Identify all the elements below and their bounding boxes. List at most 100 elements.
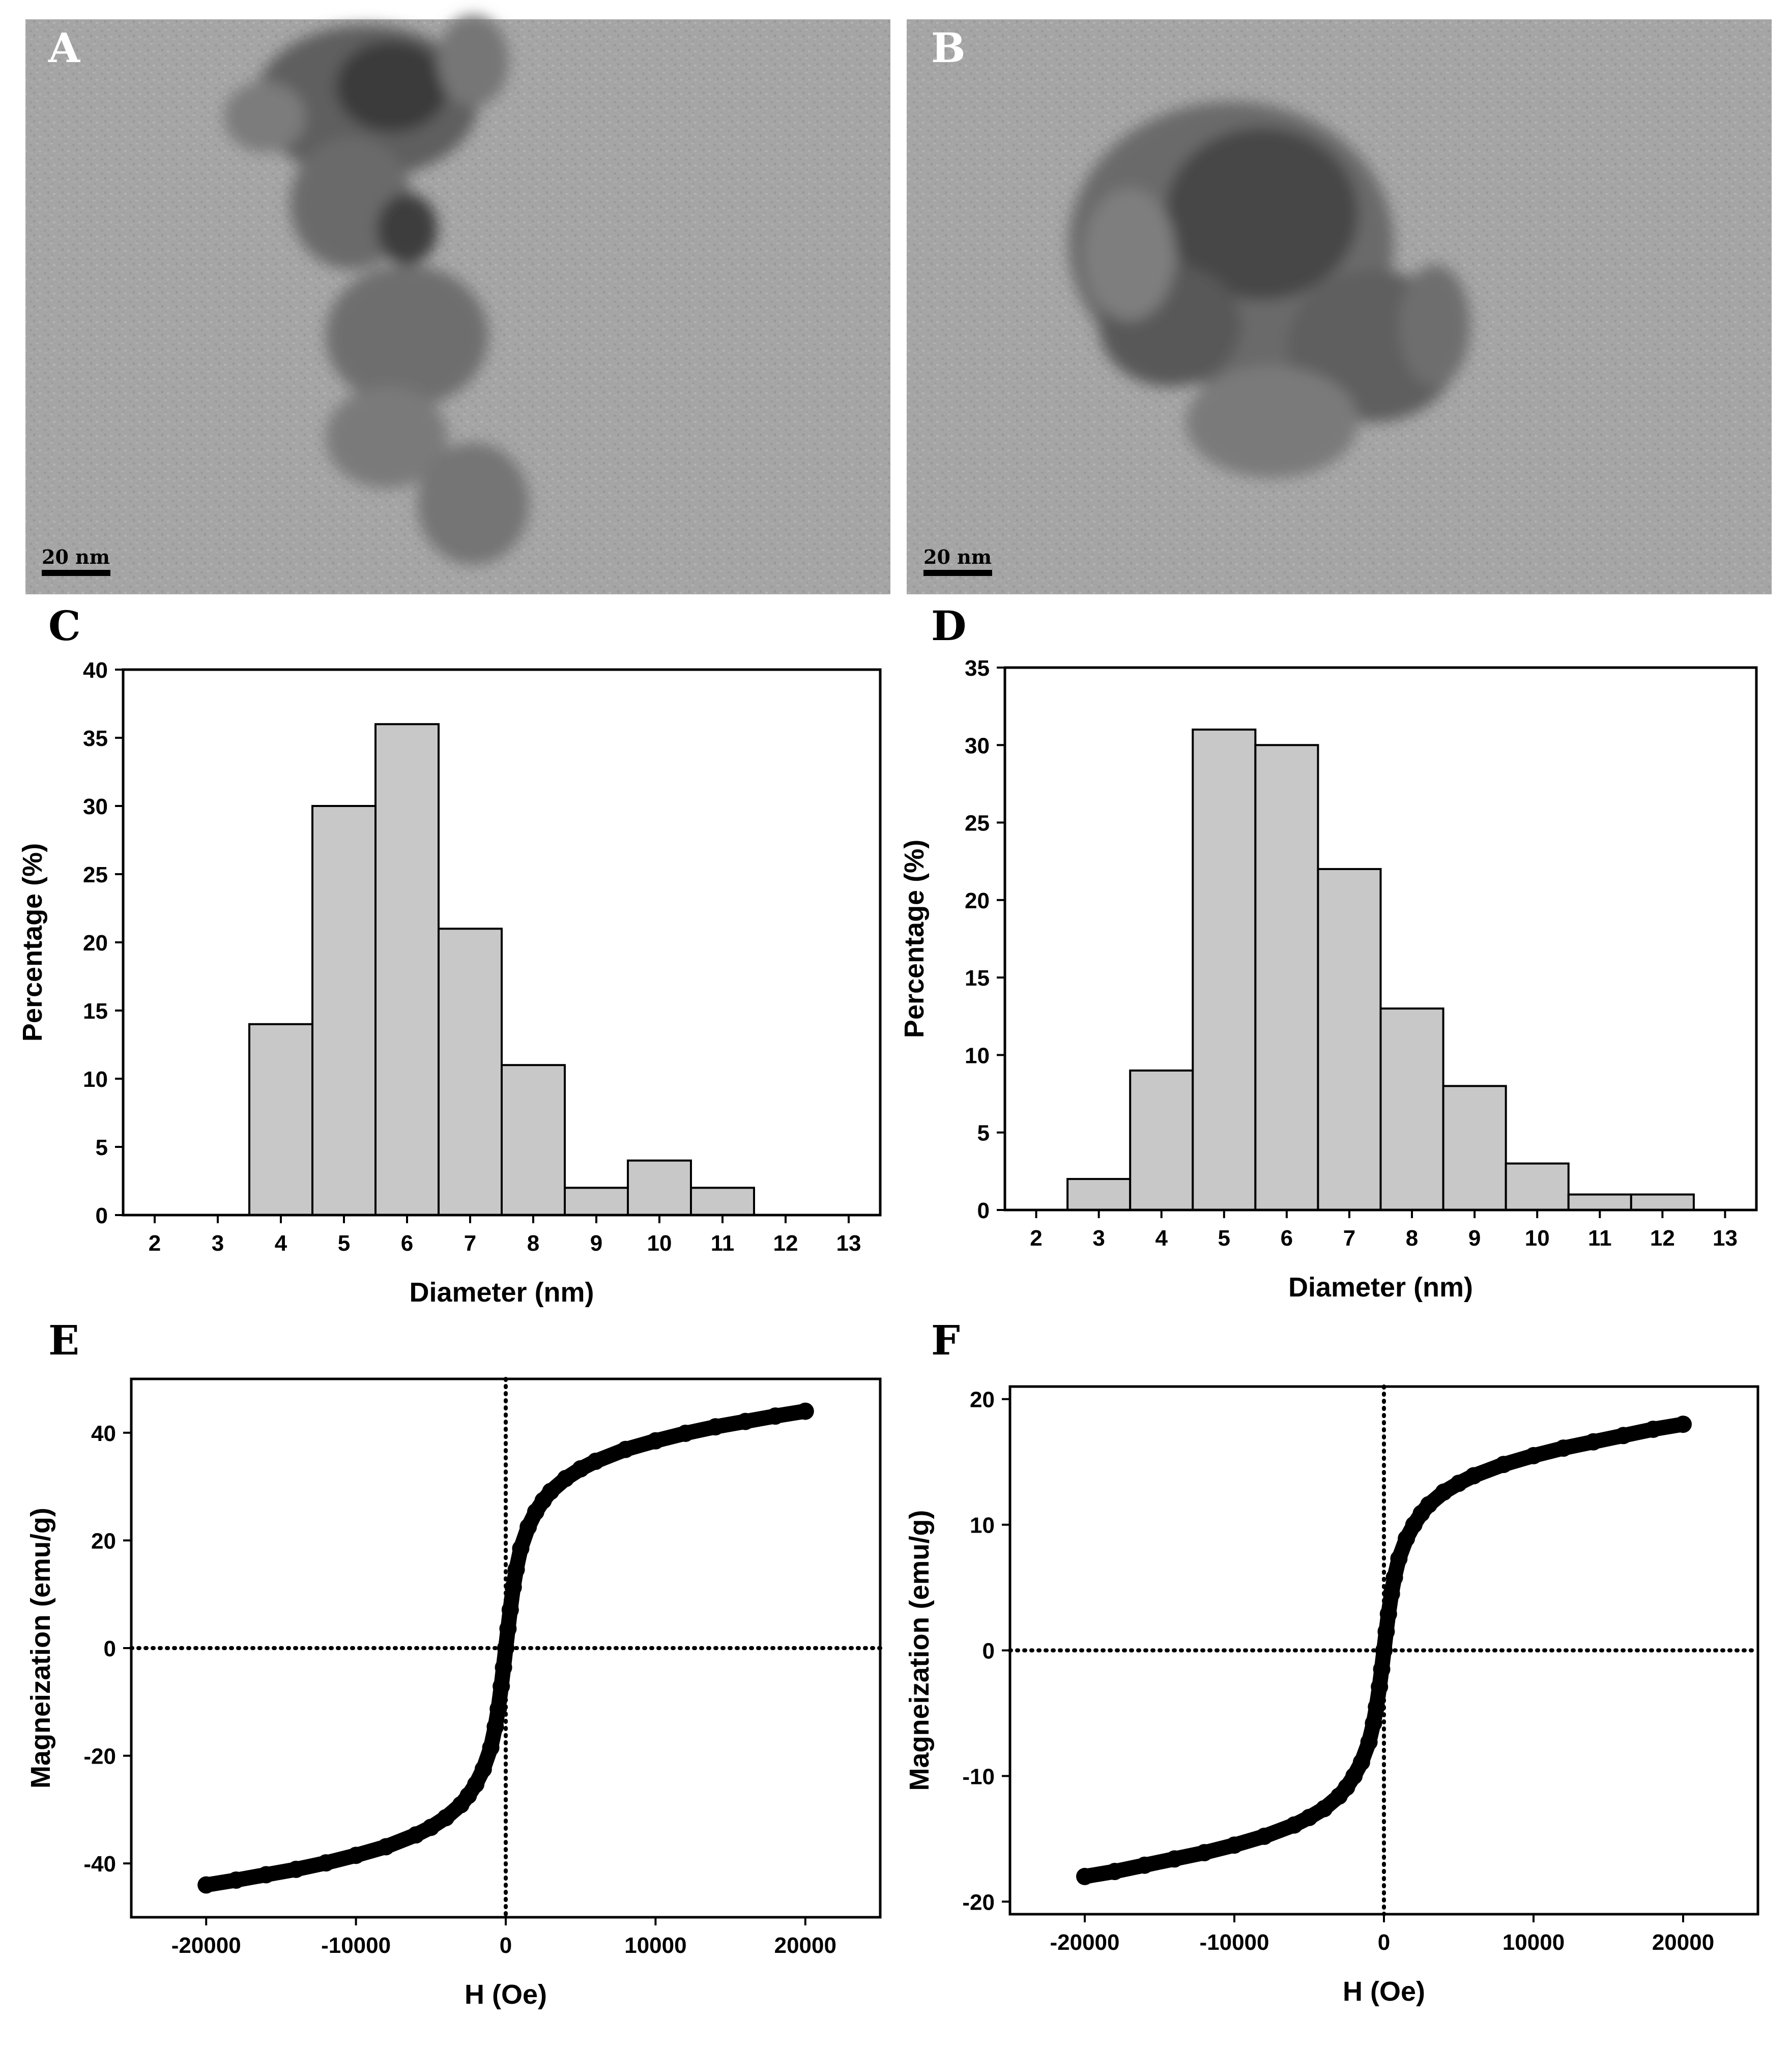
histogram-bar [1505,1162,1570,1212]
x-tick-label: 20000 [1652,1930,1714,1955]
y-tick-label: 15 [83,999,108,1024]
x-tick-label: 6 [1281,1226,1293,1251]
data-point [1674,1416,1692,1433]
y-axis-label: Percentage (%) [899,840,930,1038]
data-point [1345,1767,1363,1785]
x-tick-label: 9 [590,1231,602,1256]
x-tick-label: -20000 [171,1933,241,1958]
data-point [1375,1641,1393,1659]
x-tick-label: 12 [773,1231,798,1256]
x-tick-label: 7 [1343,1226,1355,1251]
data-point [1315,1800,1333,1818]
histogram-bar [501,1064,566,1216]
histogram-d: D 2 3 4 5 6 7 8 9 10 11 12 13 0 5 10 15 20 25 30 35 Diameter … [899,602,1758,1303]
data-point [1373,1660,1391,1678]
histogram-bar [438,928,503,1216]
y-tick-label: 0 [96,1203,108,1228]
x-axis-label: Diameter (nm) [1288,1272,1473,1303]
y-tick-label: 40 [83,658,108,683]
data-point [1360,1733,1378,1751]
data-point [1226,1836,1243,1854]
data-point [489,1700,507,1718]
data-point [512,1540,530,1558]
y-tick-label: 10 [970,1513,995,1538]
y-tick-label: 20 [83,931,108,956]
y-tick-label: -20 [962,1890,995,1915]
data-point [499,1620,517,1637]
data-point [1166,1850,1183,1868]
data-point [1377,1623,1395,1640]
histogram-bar [1066,1178,1132,1211]
histogram-bar [690,1187,755,1216]
x-tick-label: 0 [1378,1930,1390,1955]
histogram-bar [374,723,440,1216]
data-point [1352,1753,1370,1771]
panel-label-e: E [48,1316,79,1364]
data-point [766,1407,784,1425]
data-point [437,1809,455,1827]
particle-cluster-a [224,15,529,565]
x-tick-label: 11 [1588,1226,1612,1251]
y-tick-label: 30 [965,733,990,758]
y-tick-label: 0 [104,1636,116,1661]
histogram-bar [1630,1193,1695,1212]
x-tick-label: 12 [1650,1226,1675,1251]
histogram-bar [1567,1193,1632,1212]
data-point [501,1601,519,1619]
x-tick-label: 10000 [624,1933,686,1958]
x-tick-label: 5 [1218,1226,1230,1251]
data-point [1285,1816,1303,1834]
data-point [482,1739,500,1756]
data-point [1076,1867,1093,1885]
data-point [1196,1844,1213,1862]
data-point [407,1826,425,1844]
x-tick-label: 2 [149,1231,161,1256]
x-tick-label: 7 [464,1231,476,1256]
y-tick-label: 5 [96,1135,108,1160]
histogram-bar [1129,1069,1194,1212]
data-point [227,1871,245,1889]
histogram-bar [1192,728,1257,1212]
data-point [1390,1550,1408,1568]
data-point [572,1460,590,1478]
panel-label-b: B [931,24,966,72]
histogram-bar [1317,868,1382,1211]
histogram-bar [1254,744,1319,1212]
magnetization-plot-e: E -20000 -10000 0 10000 20000 -40 -20 0 20 40 H (Oe… [25,1316,882,2010]
x-tick-label: 13 [1713,1226,1738,1251]
histogram-bar [311,805,377,1216]
panel-label-c: C [48,602,81,650]
y-tick-label: 0 [977,1198,990,1223]
y-tick-label: -10 [962,1764,995,1789]
data-point [317,1854,335,1872]
data-point [1382,1585,1400,1603]
y-axis-label: Magneization (emu/g) [25,1508,56,1789]
data-point [493,1678,510,1695]
histogram-bar [1442,1085,1507,1211]
histogram-bar [627,1159,692,1217]
y-tick-label: 30 [83,794,108,819]
data-point [474,1761,492,1778]
y-tick-label: 25 [965,811,990,836]
y-tick-label: 20 [91,1529,116,1553]
data-point [647,1432,664,1450]
x-axis-label: H (Oe) [1343,1976,1425,2007]
data-point [347,1847,365,1864]
x-tick-label: 13 [836,1231,861,1256]
y-tick-label: 5 [977,1121,990,1146]
data-point [1106,1863,1123,1881]
data-point [796,1402,814,1420]
x-tick-label: -10000 [321,1933,391,1958]
data-point [1136,1856,1153,1874]
data-point [422,1819,440,1836]
data-point [467,1775,485,1793]
y-tick-label: 10 [83,1067,108,1092]
y-tick-label: 25 [83,862,108,887]
data-point [1368,1698,1385,1716]
histogram-bar [248,1023,313,1217]
data-point [287,1860,305,1878]
x-tick-label: 11 [711,1231,735,1256]
data-point [1465,1467,1483,1485]
y-tick-label: 10 [965,1043,990,1068]
data-point [1495,1456,1513,1474]
